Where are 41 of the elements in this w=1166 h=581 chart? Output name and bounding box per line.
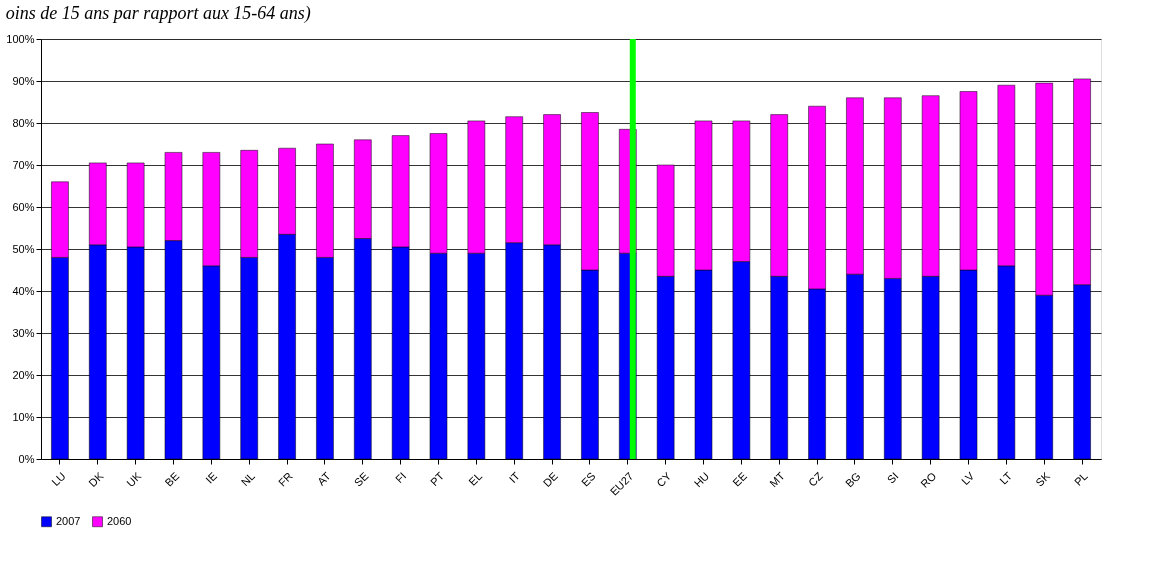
legend-label: 2060 — [107, 514, 132, 527]
x-tick-label: DK — [86, 469, 107, 490]
x-tick-label: EL — [466, 469, 485, 488]
x-tick-label: PL — [1071, 469, 1090, 488]
chart-title: oins de 15 ans par rapport aux 15-64 ans) — [5, 3, 311, 24]
x-tick-label: AT — [314, 469, 333, 488]
x-tick-label: ES — [578, 469, 598, 489]
legend-label: 2007 — [56, 514, 81, 527]
x-tick-label: PT — [427, 469, 447, 489]
x-tick-label: SK — [1033, 469, 1053, 489]
x-tick-label: MT — [767, 469, 788, 490]
y-tick-label: 50% — [12, 242, 35, 255]
y-tick-label: 20% — [12, 368, 35, 381]
x-tick-label: IT — [506, 469, 523, 486]
x-tick-label: NL — [238, 469, 257, 489]
x-tick-label: RO — [918, 469, 939, 490]
y-tick-label: 30% — [12, 326, 35, 339]
x-tick-label: FR — [275, 469, 295, 489]
y-tick-label: 100% — [6, 32, 35, 45]
y-tick-label: 0% — [18, 452, 35, 465]
x-tick-label: UK — [124, 469, 144, 490]
x-tick-label: LU — [49, 469, 68, 489]
x-tick-label: SI — [884, 469, 901, 486]
x-tick-label: DE — [540, 469, 560, 490]
y-tick-label: 10% — [12, 410, 35, 423]
x-tick-label: BE — [162, 469, 182, 489]
y-tick-label: 70% — [12, 158, 35, 171]
x-tick-label: HU — [691, 469, 712, 490]
x-tick-label: CZ — [805, 469, 826, 489]
y-tick-label: 60% — [12, 200, 35, 213]
x-tick-label: CY — [654, 469, 674, 490]
x-tick-label: SE — [351, 469, 371, 489]
y-tick-label: 40% — [12, 284, 35, 297]
y-tick-label: 80% — [12, 116, 35, 129]
y-tick-label: 90% — [12, 74, 35, 87]
x-tick-label: IE — [203, 469, 220, 486]
x-tick-label: EE — [730, 469, 750, 489]
x-tick-label: FI — [393, 469, 409, 486]
x-tick-label: LV — [958, 469, 977, 488]
x-tick-label: BG — [842, 469, 863, 490]
x-tick-label: LT — [997, 469, 1015, 487]
